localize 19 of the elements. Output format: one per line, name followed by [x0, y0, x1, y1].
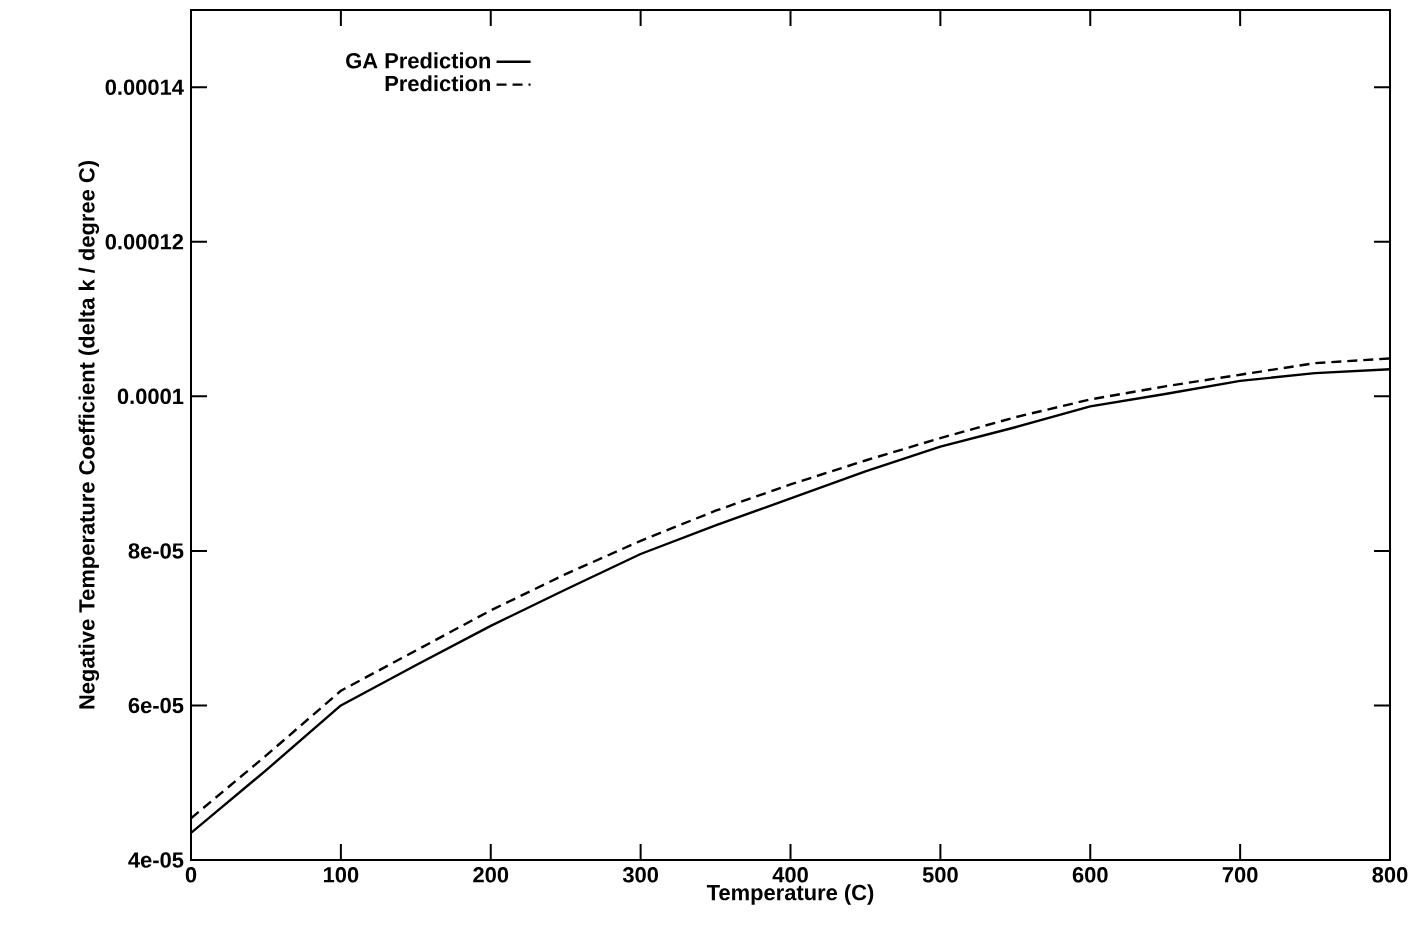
x-tick-label: 100	[323, 867, 359, 883]
y-tick-label: 0.0001	[117, 388, 184, 405]
x-tick-label: 800	[1372, 867, 1408, 883]
x-tick-label: 300	[622, 867, 658, 883]
y-axis-title: Negative Temperature Coefficient (delta k / degree C)	[78, 161, 100, 709]
y-tick-label: 8e-05	[128, 543, 184, 559]
y-tick-label: 4e-05	[128, 852, 184, 868]
y-tick-label: 0.00012	[105, 234, 184, 250]
x-tick-label: 700	[1222, 867, 1258, 883]
y-tick-label: 6e-05	[128, 697, 184, 714]
x-tick-label: 600	[1072, 867, 1108, 883]
x-tick-label: 200	[473, 867, 509, 883]
legend-label: GA Prediction	[346, 52, 490, 69]
x-tick-label: 400	[772, 867, 808, 883]
legend-label: Prediction	[385, 75, 491, 92]
x-tick-label: 500	[922, 867, 958, 883]
x-axis-title: Temperature (C)	[706, 884, 874, 905]
y-tick-label: 0.00014	[105, 79, 184, 96]
x-tick-label: 0	[185, 867, 197, 883]
